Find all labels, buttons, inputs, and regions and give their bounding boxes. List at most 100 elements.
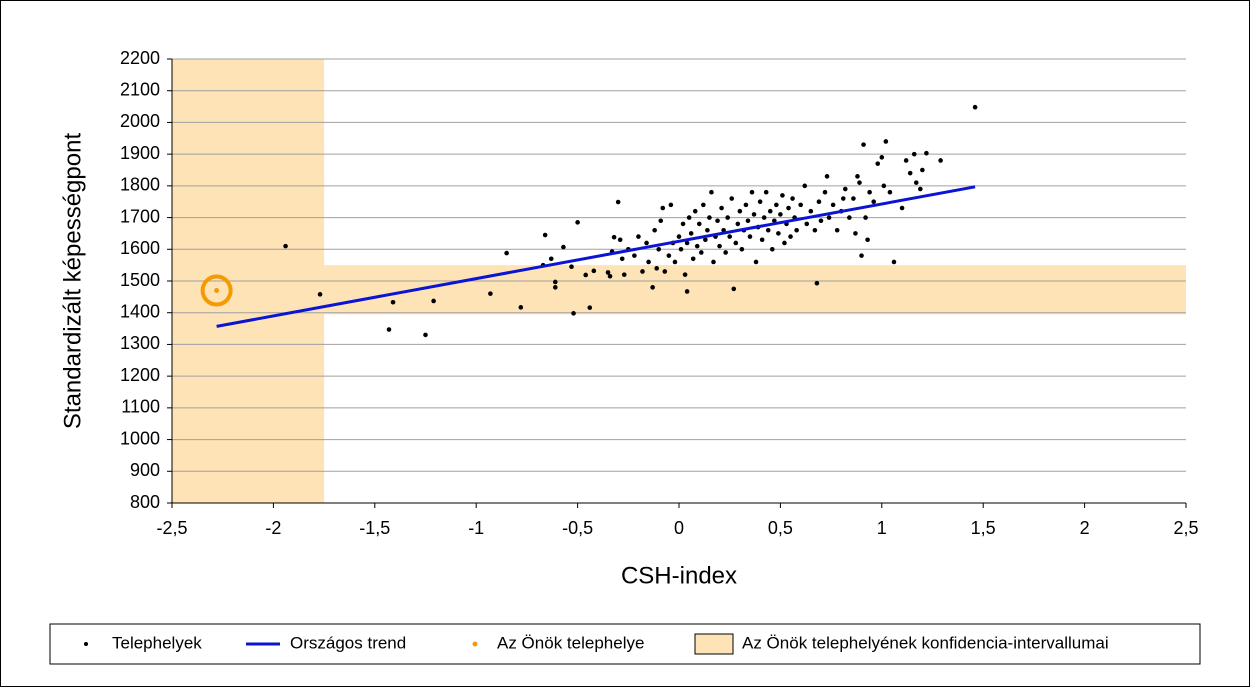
legend-label: Telephelyek <box>112 633 202 652</box>
point <box>780 193 785 198</box>
point <box>725 215 730 220</box>
point <box>575 220 580 225</box>
point <box>911 151 917 157</box>
y-tick-label: 1700 <box>120 206 160 226</box>
point <box>621 272 627 277</box>
point <box>283 243 288 249</box>
point <box>591 268 597 274</box>
point <box>668 202 674 208</box>
y-tick-label: 1000 <box>120 428 160 448</box>
y-tick-label: 1200 <box>120 365 160 385</box>
point <box>778 212 783 217</box>
point <box>899 205 905 211</box>
legend-label: Az Önök telephelyének konfidencia-interv… <box>742 633 1109 652</box>
own-point <box>214 288 220 294</box>
point <box>851 196 856 201</box>
point <box>938 158 943 163</box>
x-tick-label: 2 <box>1080 518 1090 538</box>
y-tick-label: 1800 <box>120 175 160 195</box>
x-tick-label: 0 <box>674 518 684 538</box>
point <box>824 174 830 179</box>
point <box>776 231 781 236</box>
x-tick-label: 2,5 <box>1173 518 1198 538</box>
point <box>918 186 923 192</box>
point <box>826 215 832 220</box>
point <box>757 199 763 205</box>
point <box>903 158 909 163</box>
point <box>719 205 724 211</box>
point <box>676 234 682 239</box>
point <box>615 199 621 205</box>
point <box>632 253 637 258</box>
point <box>767 208 773 214</box>
point <box>690 256 696 262</box>
trend-line <box>216 185 976 328</box>
point <box>759 237 765 243</box>
point <box>786 205 791 211</box>
point <box>842 186 848 192</box>
own-ring <box>200 274 233 307</box>
point <box>317 292 323 297</box>
point <box>887 189 893 195</box>
point <box>617 237 623 243</box>
point <box>705 227 710 233</box>
point <box>865 237 870 243</box>
x-tick-label: -1,5 <box>359 518 390 538</box>
ci-band-y <box>172 265 1186 315</box>
point <box>861 142 866 147</box>
point <box>790 196 795 201</box>
y-tick-label: 2200 <box>120 48 160 68</box>
point <box>652 227 657 233</box>
point <box>548 256 554 262</box>
point <box>717 243 722 249</box>
point <box>920 167 925 173</box>
point <box>696 221 702 227</box>
point <box>729 196 735 201</box>
point <box>816 199 822 205</box>
point <box>749 189 755 195</box>
y-axis-label: Standardizált képességpont <box>59 133 86 430</box>
point <box>765 227 771 233</box>
point <box>644 240 649 246</box>
point <box>924 150 929 156</box>
legend <box>49 623 1201 665</box>
point <box>739 246 745 252</box>
point <box>680 221 686 227</box>
point <box>694 243 700 249</box>
legend-symbol <box>694 633 734 655</box>
y-tick-label: 2000 <box>120 111 160 131</box>
point <box>678 246 684 252</box>
point <box>840 196 846 201</box>
point <box>747 234 753 239</box>
point <box>552 279 558 285</box>
point <box>611 234 617 240</box>
point <box>853 231 858 236</box>
x-tick-label: -1 <box>468 518 484 538</box>
point <box>605 270 611 275</box>
point <box>859 253 864 258</box>
point <box>822 189 828 195</box>
legend-label: Országos trend <box>290 633 406 652</box>
point <box>552 285 558 290</box>
point <box>847 215 852 220</box>
point <box>891 259 897 265</box>
point <box>692 208 698 214</box>
point <box>587 305 593 310</box>
legend-symbol <box>84 642 88 646</box>
point <box>745 218 751 224</box>
point <box>569 264 574 270</box>
point <box>701 202 706 208</box>
point <box>737 208 743 214</box>
x-tick-label: -2 <box>265 518 281 538</box>
point <box>883 139 889 144</box>
point <box>772 218 777 224</box>
point <box>871 199 876 205</box>
y-tick-label: 900 <box>130 460 160 480</box>
point <box>656 246 662 252</box>
point <box>571 311 576 316</box>
point <box>802 183 808 189</box>
point <box>798 202 803 208</box>
point <box>688 231 694 236</box>
point <box>431 298 436 304</box>
point <box>907 170 913 176</box>
